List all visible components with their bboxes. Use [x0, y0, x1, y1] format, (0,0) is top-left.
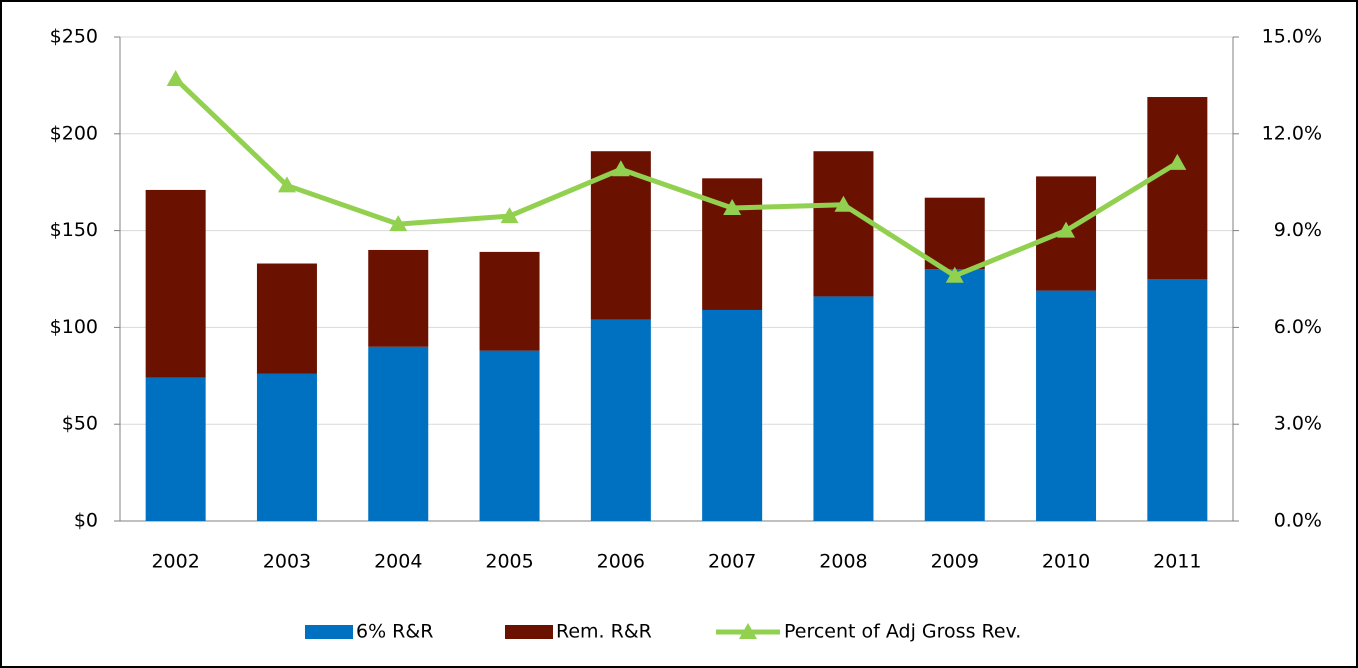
x-tick-label: 2010: [1042, 551, 1090, 573]
legend-label: Percent of Adj Gross Rev.: [784, 621, 1021, 643]
bar: [702, 309, 763, 521]
legend-swatch: [505, 625, 553, 639]
bar: [813, 296, 874, 521]
legend-swatch: [305, 625, 353, 639]
y-tick-label: $0: [74, 510, 98, 532]
bar: [813, 151, 874, 297]
marker: [945, 266, 964, 283]
bar: [924, 269, 985, 521]
x-tick-label: 2008: [819, 551, 867, 573]
bar: [368, 346, 429, 521]
marker: [611, 160, 630, 177]
bar: [1147, 279, 1208, 521]
marker: [723, 199, 742, 216]
x-tick-label: 2007: [708, 551, 756, 573]
y-tick-label: $150: [50, 219, 98, 241]
x-tick-label: 2009: [931, 551, 979, 573]
marker: [389, 215, 408, 232]
legend-label: Rem. R&R: [556, 621, 652, 643]
x-tick-label: 2003: [263, 551, 311, 573]
x-tick-label: 2006: [597, 551, 645, 573]
y2-tick-label: 12.0%: [1262, 122, 1322, 144]
marker: [1057, 221, 1076, 238]
x-tick-label: 2011: [1153, 551, 1201, 573]
y2-tick-label: 15.0%: [1262, 26, 1322, 48]
bar: [256, 263, 317, 374]
x-tick-label: 2005: [485, 551, 533, 573]
line: [173, 77, 1179, 279]
y2-tick-label: 3.0%: [1274, 413, 1322, 435]
marker: [166, 69, 185, 86]
marker: [1168, 153, 1187, 170]
y2-tick-label: 6.0%: [1274, 316, 1322, 338]
x-tick-label: 2004: [374, 551, 422, 573]
bar: [479, 350, 540, 521]
y-tick-label: $100: [50, 316, 98, 338]
bar: [590, 319, 651, 521]
legend-swatch: [739, 623, 757, 639]
bar: [1036, 290, 1097, 521]
bar: [145, 377, 206, 521]
marker: [500, 207, 519, 224]
marker: [834, 195, 853, 212]
x-tick-label: 2002: [151, 551, 199, 573]
bar: [924, 197, 985, 270]
y-tick-label: $50: [62, 413, 98, 435]
bar: [479, 251, 540, 351]
bar: [256, 373, 317, 521]
bar: [1147, 97, 1208, 280]
y2-tick-label: 0.0%: [1274, 510, 1322, 532]
y2-tick-label: 9.0%: [1274, 219, 1322, 241]
bar: [368, 249, 429, 347]
legend-label: 6% R&R: [356, 621, 433, 643]
marker: [277, 176, 296, 193]
bar: [145, 189, 206, 378]
y-tick-label: $250: [50, 26, 98, 48]
y-tick-label: $200: [50, 122, 98, 144]
